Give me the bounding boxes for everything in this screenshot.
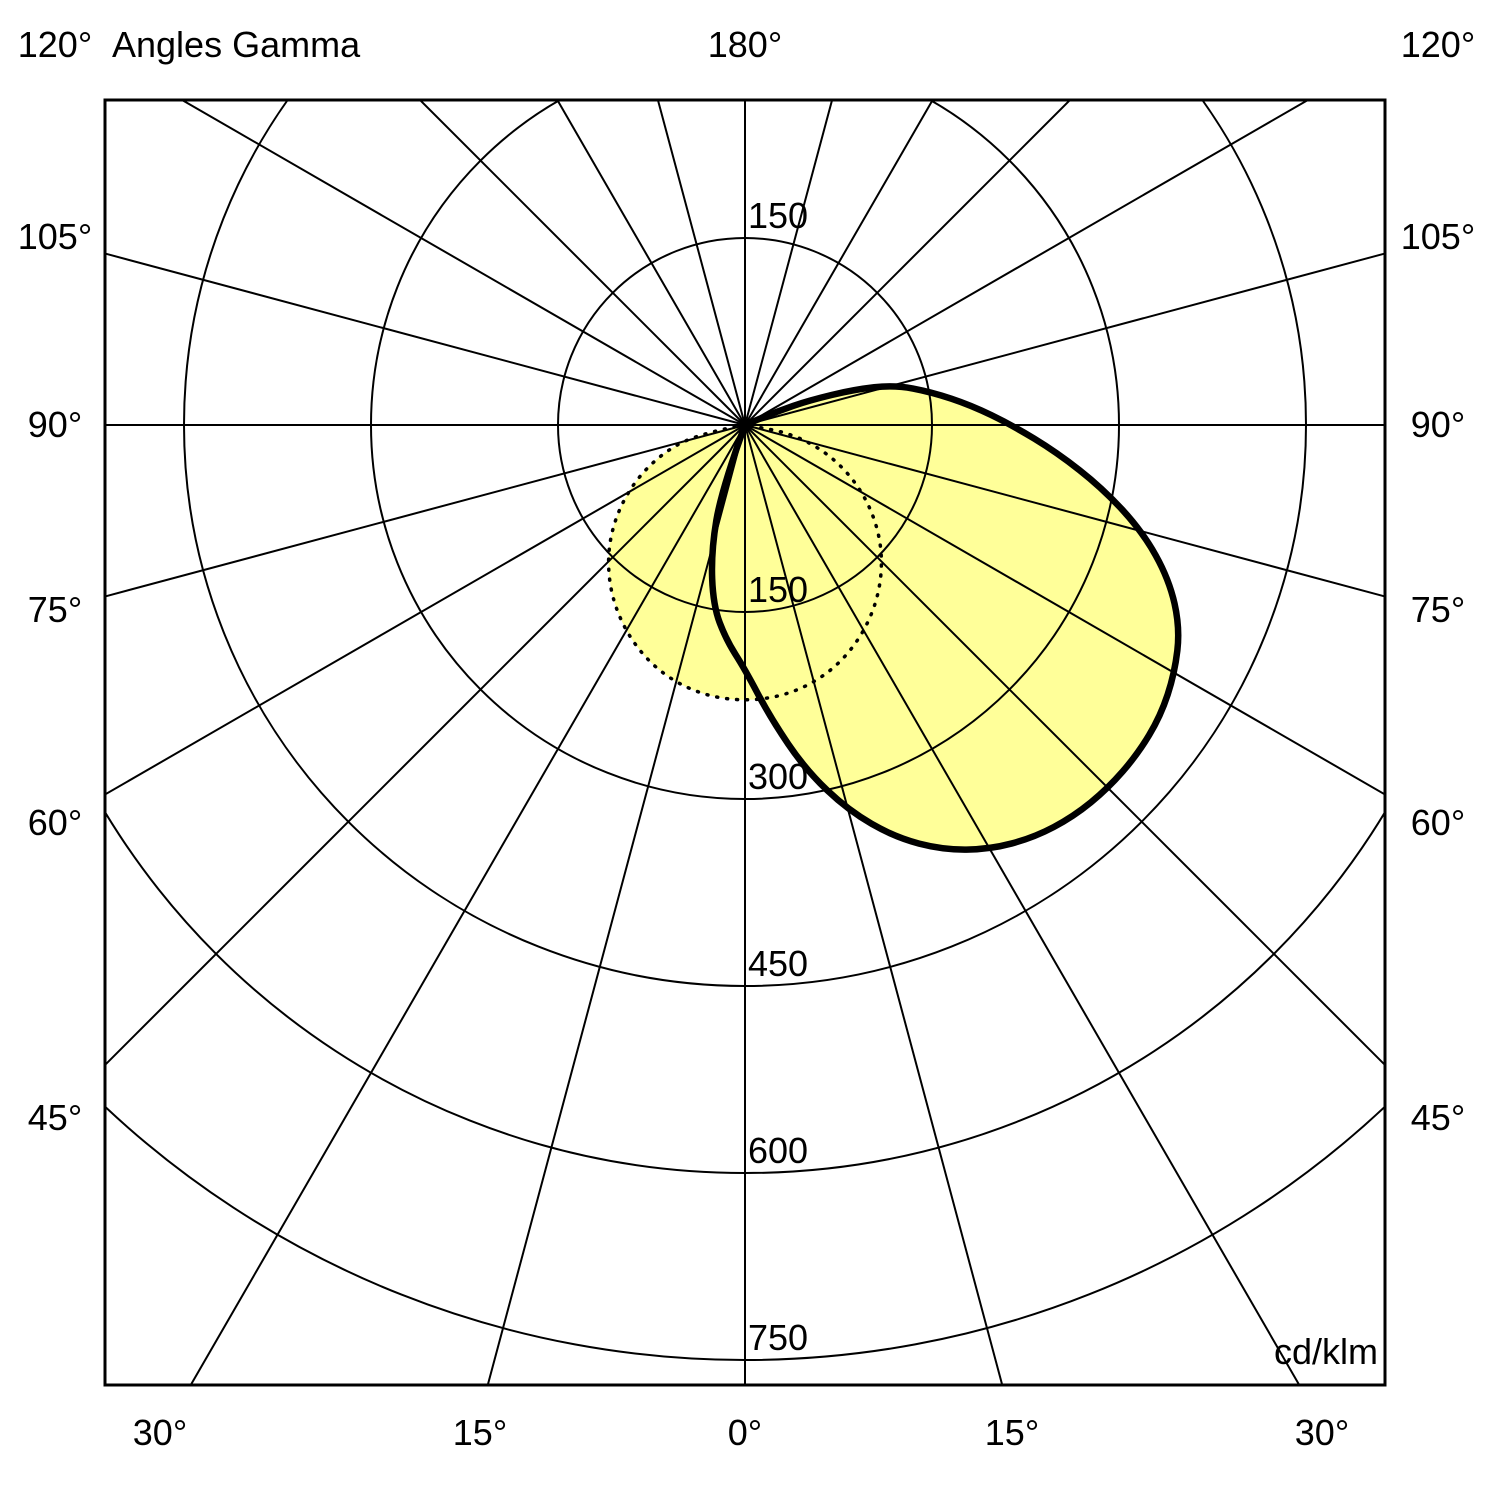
gamma-label-right-60: 60° — [1410, 802, 1466, 843]
unit-label: cd/klm — [1273, 1331, 1378, 1372]
gamma-label-right-45: 45° — [1410, 1097, 1466, 1138]
gamma-label-top-right: 120° — [1400, 24, 1476, 65]
gamma-label-top-center: 180° — [707, 24, 783, 65]
gamma-label-bottom-15l: 15° — [452, 1412, 508, 1453]
gamma-label-right-90: 90° — [1410, 404, 1466, 445]
radial-tick-150: 150 — [748, 569, 809, 610]
gamma-label-left-45: 45° — [27, 1097, 83, 1138]
gamma-label-left-105: 105° — [17, 216, 93, 257]
gamma-label-bottom-0: 0° — [727, 1412, 763, 1453]
radial-tick-150-upper: 150 — [748, 195, 809, 236]
gamma-label-bottom-15r: 15° — [984, 1412, 1040, 1453]
gamma-label-left-60: 60° — [27, 802, 83, 843]
gamma-label-bottom-30l: 30° — [132, 1412, 188, 1453]
gamma-label-right-105: 105° — [1400, 216, 1476, 257]
gamma-label-top-left: 120° — [17, 24, 93, 65]
radial-tick-450: 450 — [748, 943, 809, 984]
radial-tick-300: 300 — [748, 756, 809, 797]
gamma-label-right-75: 75° — [1410, 589, 1466, 630]
chart-title: Angles Gamma — [112, 24, 361, 65]
gamma-label-left-90: 90° — [27, 404, 83, 445]
gamma-label-left-75: 75° — [27, 589, 83, 630]
gamma-label-bottom-30r: 30° — [1294, 1412, 1350, 1453]
radial-tick-600: 600 — [748, 1130, 809, 1171]
radial-tick-750: 750 — [748, 1317, 809, 1358]
